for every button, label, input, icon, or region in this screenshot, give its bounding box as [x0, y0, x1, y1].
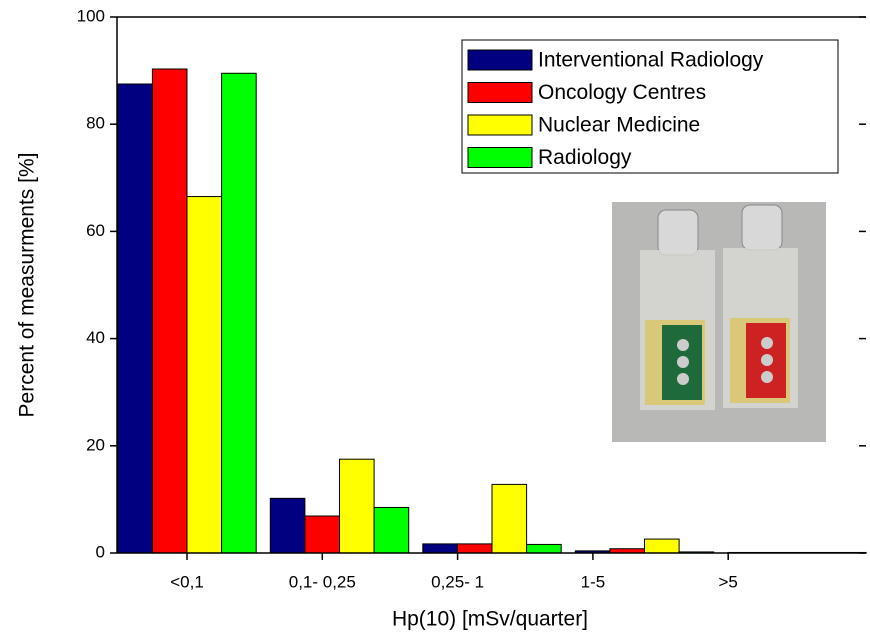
- y-tick-label: 100: [77, 6, 105, 25]
- legend-label: Radiology: [538, 146, 632, 169]
- bar: [222, 73, 257, 553]
- legend-label: Oncology Centres: [538, 81, 706, 104]
- photo: [612, 202, 826, 442]
- x-tick-label: 1-5: [581, 572, 606, 591]
- bar: [374, 507, 409, 553]
- x-tick-label: >5: [719, 572, 738, 591]
- bar: [340, 459, 375, 553]
- chart: Hp(10) [mSv/quarter] Percent of measurme…: [0, 0, 870, 636]
- y-tick-label: 40: [86, 328, 105, 347]
- y-tick-label: 60: [86, 221, 105, 240]
- y-tick-label: 20: [86, 435, 105, 454]
- bar: [492, 484, 527, 553]
- y-axis-label: Percent of measurments [%]: [16, 153, 39, 418]
- bar: [645, 539, 680, 553]
- bar: [305, 516, 340, 553]
- bar: [457, 544, 492, 553]
- bar: [527, 544, 562, 553]
- bar: [152, 69, 187, 553]
- x-axis-label: Hp(10) [mSv/quarter]: [392, 608, 588, 631]
- legend-label: Nuclear Medicine: [538, 114, 700, 137]
- bar: [270, 498, 305, 553]
- bar: [423, 544, 458, 553]
- legend-swatch: [468, 83, 532, 103]
- y-tick-label: 80: [86, 114, 105, 133]
- x-tick-label: 0,1- 0,25: [289, 572, 356, 591]
- bar: [187, 197, 222, 553]
- x-tick-label: <0,1: [170, 572, 204, 591]
- x-tick-label: 0,25- 1: [431, 572, 484, 591]
- legend-swatch: [468, 115, 532, 135]
- legend-label: Interventional Radiology: [538, 49, 764, 72]
- legend-swatch: [468, 148, 532, 168]
- legend-swatch: [468, 50, 532, 70]
- bar: [118, 84, 153, 553]
- y-tick-label: 0: [96, 542, 105, 561]
